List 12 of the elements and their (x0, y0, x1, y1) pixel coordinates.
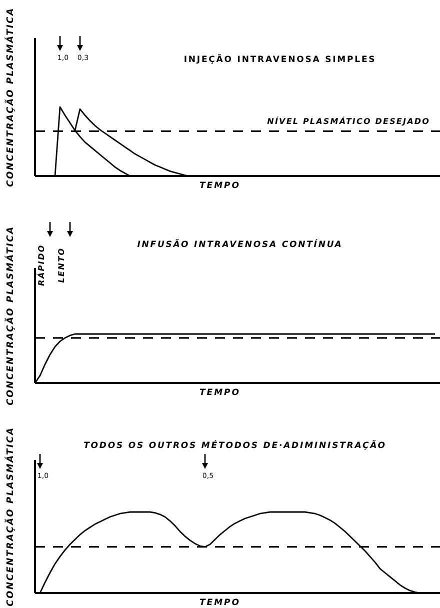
y-axis-title: CONCENTRAÇÃO PLASMÁTICA (4, 7, 16, 187)
x-axis-title: TEMPO (199, 598, 241, 608)
y-axis-title: CONCENTRAÇÃO PLASMÁTICA (4, 426, 16, 606)
y-axis-title: CONCENTRAÇÃO PLASMÁTICA (4, 226, 16, 406)
x-axis-title: TEMPO (199, 181, 241, 191)
chart-title: INFUSÃO INTRAVENOSA CONTÍNUA (137, 239, 343, 250)
text: LENTO (57, 247, 66, 283)
ref-line-label: NÍVEL PLASMÁTICO DESEJADO (267, 116, 430, 126)
chart-title: TODOS OS OUTROS MÉTODOS DE·ADIMINISTRAÇÃO (84, 440, 386, 451)
text: RÁPIDO (36, 244, 46, 286)
chart-title: INJEÇÃO INTRAVENOSA SIMPLES (184, 54, 376, 65)
x-axis-title: TEMPO (199, 388, 241, 398)
